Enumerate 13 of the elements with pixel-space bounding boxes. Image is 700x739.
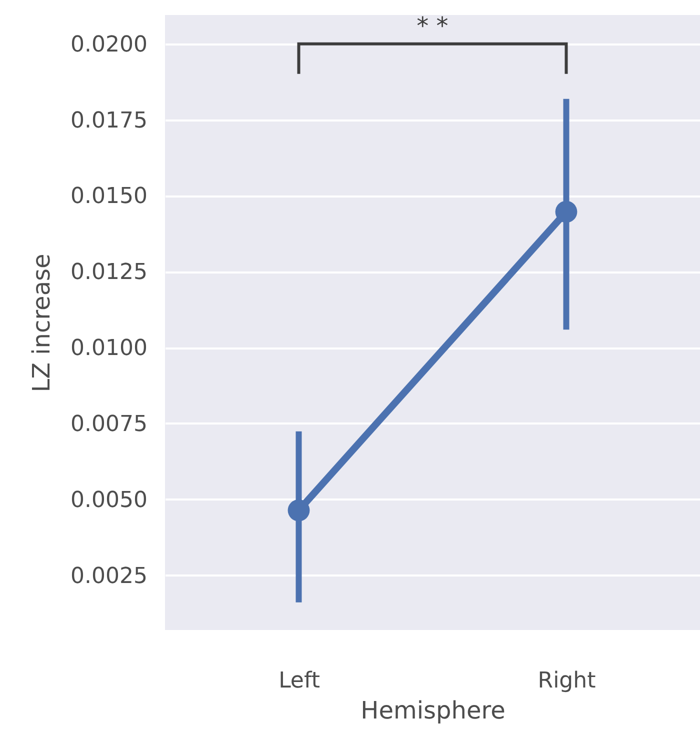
- x-axis-title: Hemisphere: [360, 696, 506, 724]
- y-tick-label: 0.0150: [70, 184, 148, 210]
- annotation: * *: [416, 12, 448, 40]
- y-tick-label: 0.0025: [70, 564, 148, 589]
- y-axis-title: LZ increase: [28, 254, 56, 392]
- y-tick-label: 0.0100: [70, 336, 148, 362]
- x-tick-label: Right: [538, 668, 596, 694]
- y-tick-label: 0.0200: [70, 32, 148, 58]
- y-tick-label: 0.0125: [70, 260, 148, 286]
- y-tick-label: 0.0050: [70, 488, 148, 513]
- x-tick-label: Left: [278, 668, 320, 694]
- y-tick-label: 0.0075: [70, 412, 148, 437]
- y-tick-label: 0.0175: [70, 108, 148, 134]
